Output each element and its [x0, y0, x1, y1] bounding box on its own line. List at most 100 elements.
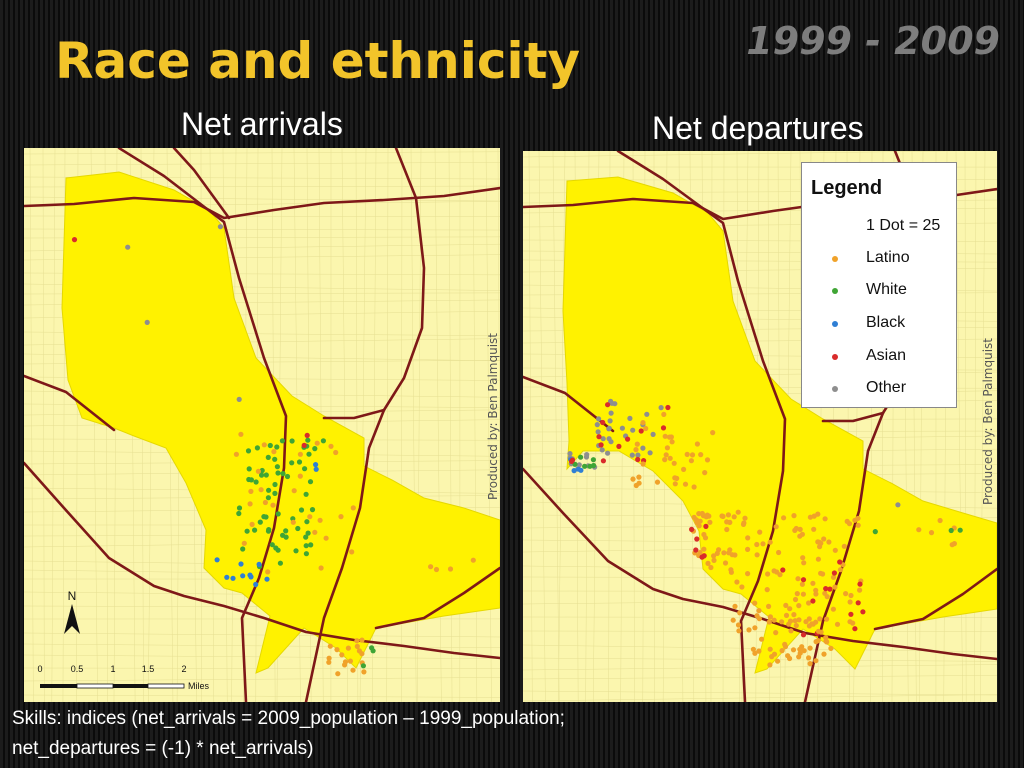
street-line [51, 148, 56, 702]
scale-tick-label: 0.5 [71, 664, 84, 674]
scale-tick-label: 2 [181, 664, 186, 674]
dot-other [635, 452, 641, 458]
dot-other [144, 319, 150, 325]
dot-latino [746, 627, 752, 633]
dot-asian [827, 586, 833, 592]
dot-latino [841, 543, 847, 549]
dot-latino [792, 596, 799, 603]
dot-latino [354, 643, 360, 649]
dot-other [576, 462, 582, 468]
dot-asian [304, 432, 310, 438]
street-line [523, 694, 997, 702]
dot-latino [786, 621, 792, 627]
street-line [523, 151, 962, 158]
scale-segment [40, 684, 77, 688]
net-arrivals-map: N 0 0.5 1 1.5 2 Miles Produced by: Ben P… [24, 148, 500, 702]
dot-latino [818, 629, 824, 635]
dot-latino [779, 648, 785, 654]
dot-latino [767, 614, 773, 620]
dot-latino [823, 635, 829, 641]
dot-latino [775, 658, 781, 664]
dot-black [247, 572, 253, 578]
dot-latino [736, 628, 742, 634]
dot-latino [821, 536, 827, 542]
dot-latino [633, 447, 639, 453]
dot-asian [665, 404, 671, 411]
dot-latino [832, 547, 838, 553]
dot-latino [261, 442, 267, 448]
dot-latino [643, 425, 649, 432]
dot-latino [707, 519, 713, 525]
dot-other [217, 224, 223, 230]
dot-asian [635, 456, 641, 463]
dot-latino [797, 533, 803, 539]
dot-latino [667, 455, 673, 461]
dot-latino [233, 451, 239, 457]
dot-latino [781, 515, 787, 521]
dot-latino [698, 452, 704, 458]
dot-latino [787, 655, 793, 662]
dot-latino [813, 639, 819, 645]
dot-latino [832, 584, 838, 590]
street-line [24, 632, 500, 638]
dot-latino [684, 451, 690, 457]
dot-latino [791, 612, 797, 618]
dot-black [576, 466, 582, 472]
dot-asian [852, 626, 858, 632]
dot-white [265, 495, 271, 501]
dot-latino [247, 501, 253, 507]
street-line [29, 148, 34, 702]
dot-white [320, 438, 326, 444]
dot-latino [724, 519, 730, 525]
dot-latino [354, 638, 360, 644]
dot-asian [605, 402, 611, 408]
dot-white [948, 527, 954, 534]
dot-asian [857, 581, 863, 587]
dot-latino [702, 535, 709, 541]
dot-latino [721, 550, 727, 556]
dot-other [619, 425, 625, 431]
dot-latino [249, 521, 255, 527]
dot-white [245, 448, 252, 454]
dot-latino [756, 608, 762, 614]
dot-latino [739, 584, 745, 590]
dot-latino [640, 420, 646, 426]
dot-latino [783, 602, 789, 608]
dot-asian [596, 434, 602, 440]
street-line [523, 630, 997, 632]
dot-white [587, 463, 593, 469]
dot-latino [846, 521, 853, 527]
north-arrow-icon [64, 604, 80, 634]
dot-latino [797, 646, 803, 652]
dot-other [895, 502, 901, 508]
dot-latino [855, 522, 861, 528]
dot-latino [745, 571, 751, 577]
dot-latino [634, 441, 640, 447]
dot-other [609, 400, 615, 406]
dot-asian [689, 526, 695, 532]
street-line [24, 162, 500, 166]
dot-other [650, 431, 656, 437]
dot-other [644, 411, 650, 417]
legend-dot-black [832, 321, 838, 327]
dot-latino [771, 651, 778, 657]
dot-asian [823, 586, 829, 592]
dot-latino [848, 592, 854, 599]
dot-latino [779, 619, 785, 625]
dot-latino [710, 430, 716, 436]
dot-asian [693, 547, 699, 553]
dot-white [248, 477, 254, 483]
dot-latino [767, 539, 773, 545]
dot-latino [661, 411, 667, 417]
dot-latino [689, 452, 696, 458]
dot-latino [800, 591, 806, 597]
dot-latino [855, 515, 861, 521]
dot-latino [359, 651, 365, 657]
dot-latino [334, 647, 340, 653]
street-line [558, 151, 566, 702]
dot-latino [752, 625, 758, 631]
dot-other [567, 451, 573, 457]
dot-latino [949, 542, 955, 548]
dot-latino [711, 553, 717, 559]
dot-latino [828, 645, 834, 651]
